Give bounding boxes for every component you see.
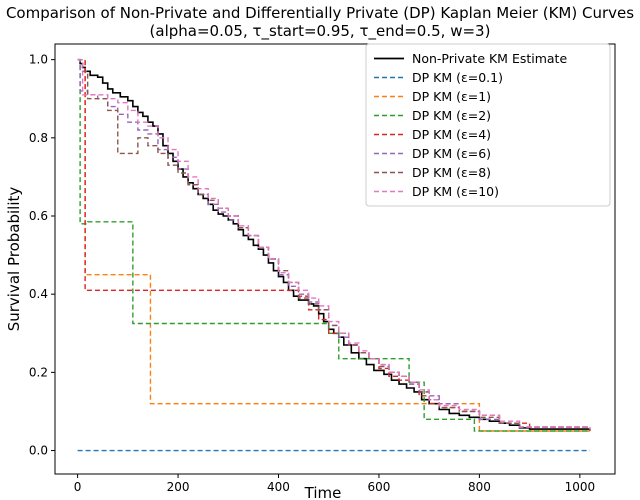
series-line-7 bbox=[77, 58, 591, 430]
legend-label: DP KM (ε=0.1) bbox=[412, 70, 503, 85]
legend: Non-Private KM Estimate DP KM (ε=0.1) DP K… bbox=[365, 43, 611, 207]
x-tick-label: 400 bbox=[267, 480, 290, 494]
legend-label: DP KM (ε=6) bbox=[412, 146, 491, 161]
chart-subtitle: (alpha=0.05, τ_start=0.95, τ_end=0.5, w=… bbox=[150, 22, 491, 41]
plot-frame bbox=[54, 43, 616, 475]
legend-label: Non-Private KM Estimate bbox=[412, 51, 567, 66]
legend-label: DP KM (ε=1) bbox=[412, 89, 491, 104]
legend-label: DP KM (ε=10) bbox=[412, 184, 499, 199]
y-tick-label: 0.6 bbox=[29, 209, 48, 223]
legend-label: DP KM (ε=2) bbox=[412, 108, 491, 123]
x-tick-label: 600 bbox=[367, 480, 390, 494]
x-axis-label: Time bbox=[304, 484, 342, 500]
x-tick-label: 200 bbox=[167, 480, 190, 494]
x-tick-label: 800 bbox=[468, 480, 491, 494]
legend-box bbox=[365, 43, 611, 207]
y-axis-label: Survival Probability bbox=[5, 187, 23, 332]
y-axis: 0.0 0.2 0.4 0.6 0.8 1.0 bbox=[29, 53, 55, 458]
y-tick-label: 1.0 bbox=[29, 53, 48, 67]
y-tick-label: 0.0 bbox=[29, 444, 48, 458]
y-tick-label: 0.4 bbox=[29, 287, 48, 301]
legend-label: DP KM (ε=8) bbox=[412, 165, 491, 180]
legend-label: DP KM (ε=4) bbox=[412, 127, 491, 142]
x-tick-label: 1000 bbox=[565, 480, 596, 494]
y-tick-label: 0.8 bbox=[29, 131, 48, 145]
x-tick-label: 0 bbox=[74, 480, 82, 494]
y-tick-label: 0.2 bbox=[29, 365, 48, 379]
plot-area bbox=[77, 58, 591, 452]
x-axis: 0 200 400 600 800 1000 bbox=[74, 474, 595, 494]
chart-title: Comparison of Non-Private and Differenti… bbox=[6, 4, 634, 22]
series-line-0 bbox=[77, 58, 590, 430]
